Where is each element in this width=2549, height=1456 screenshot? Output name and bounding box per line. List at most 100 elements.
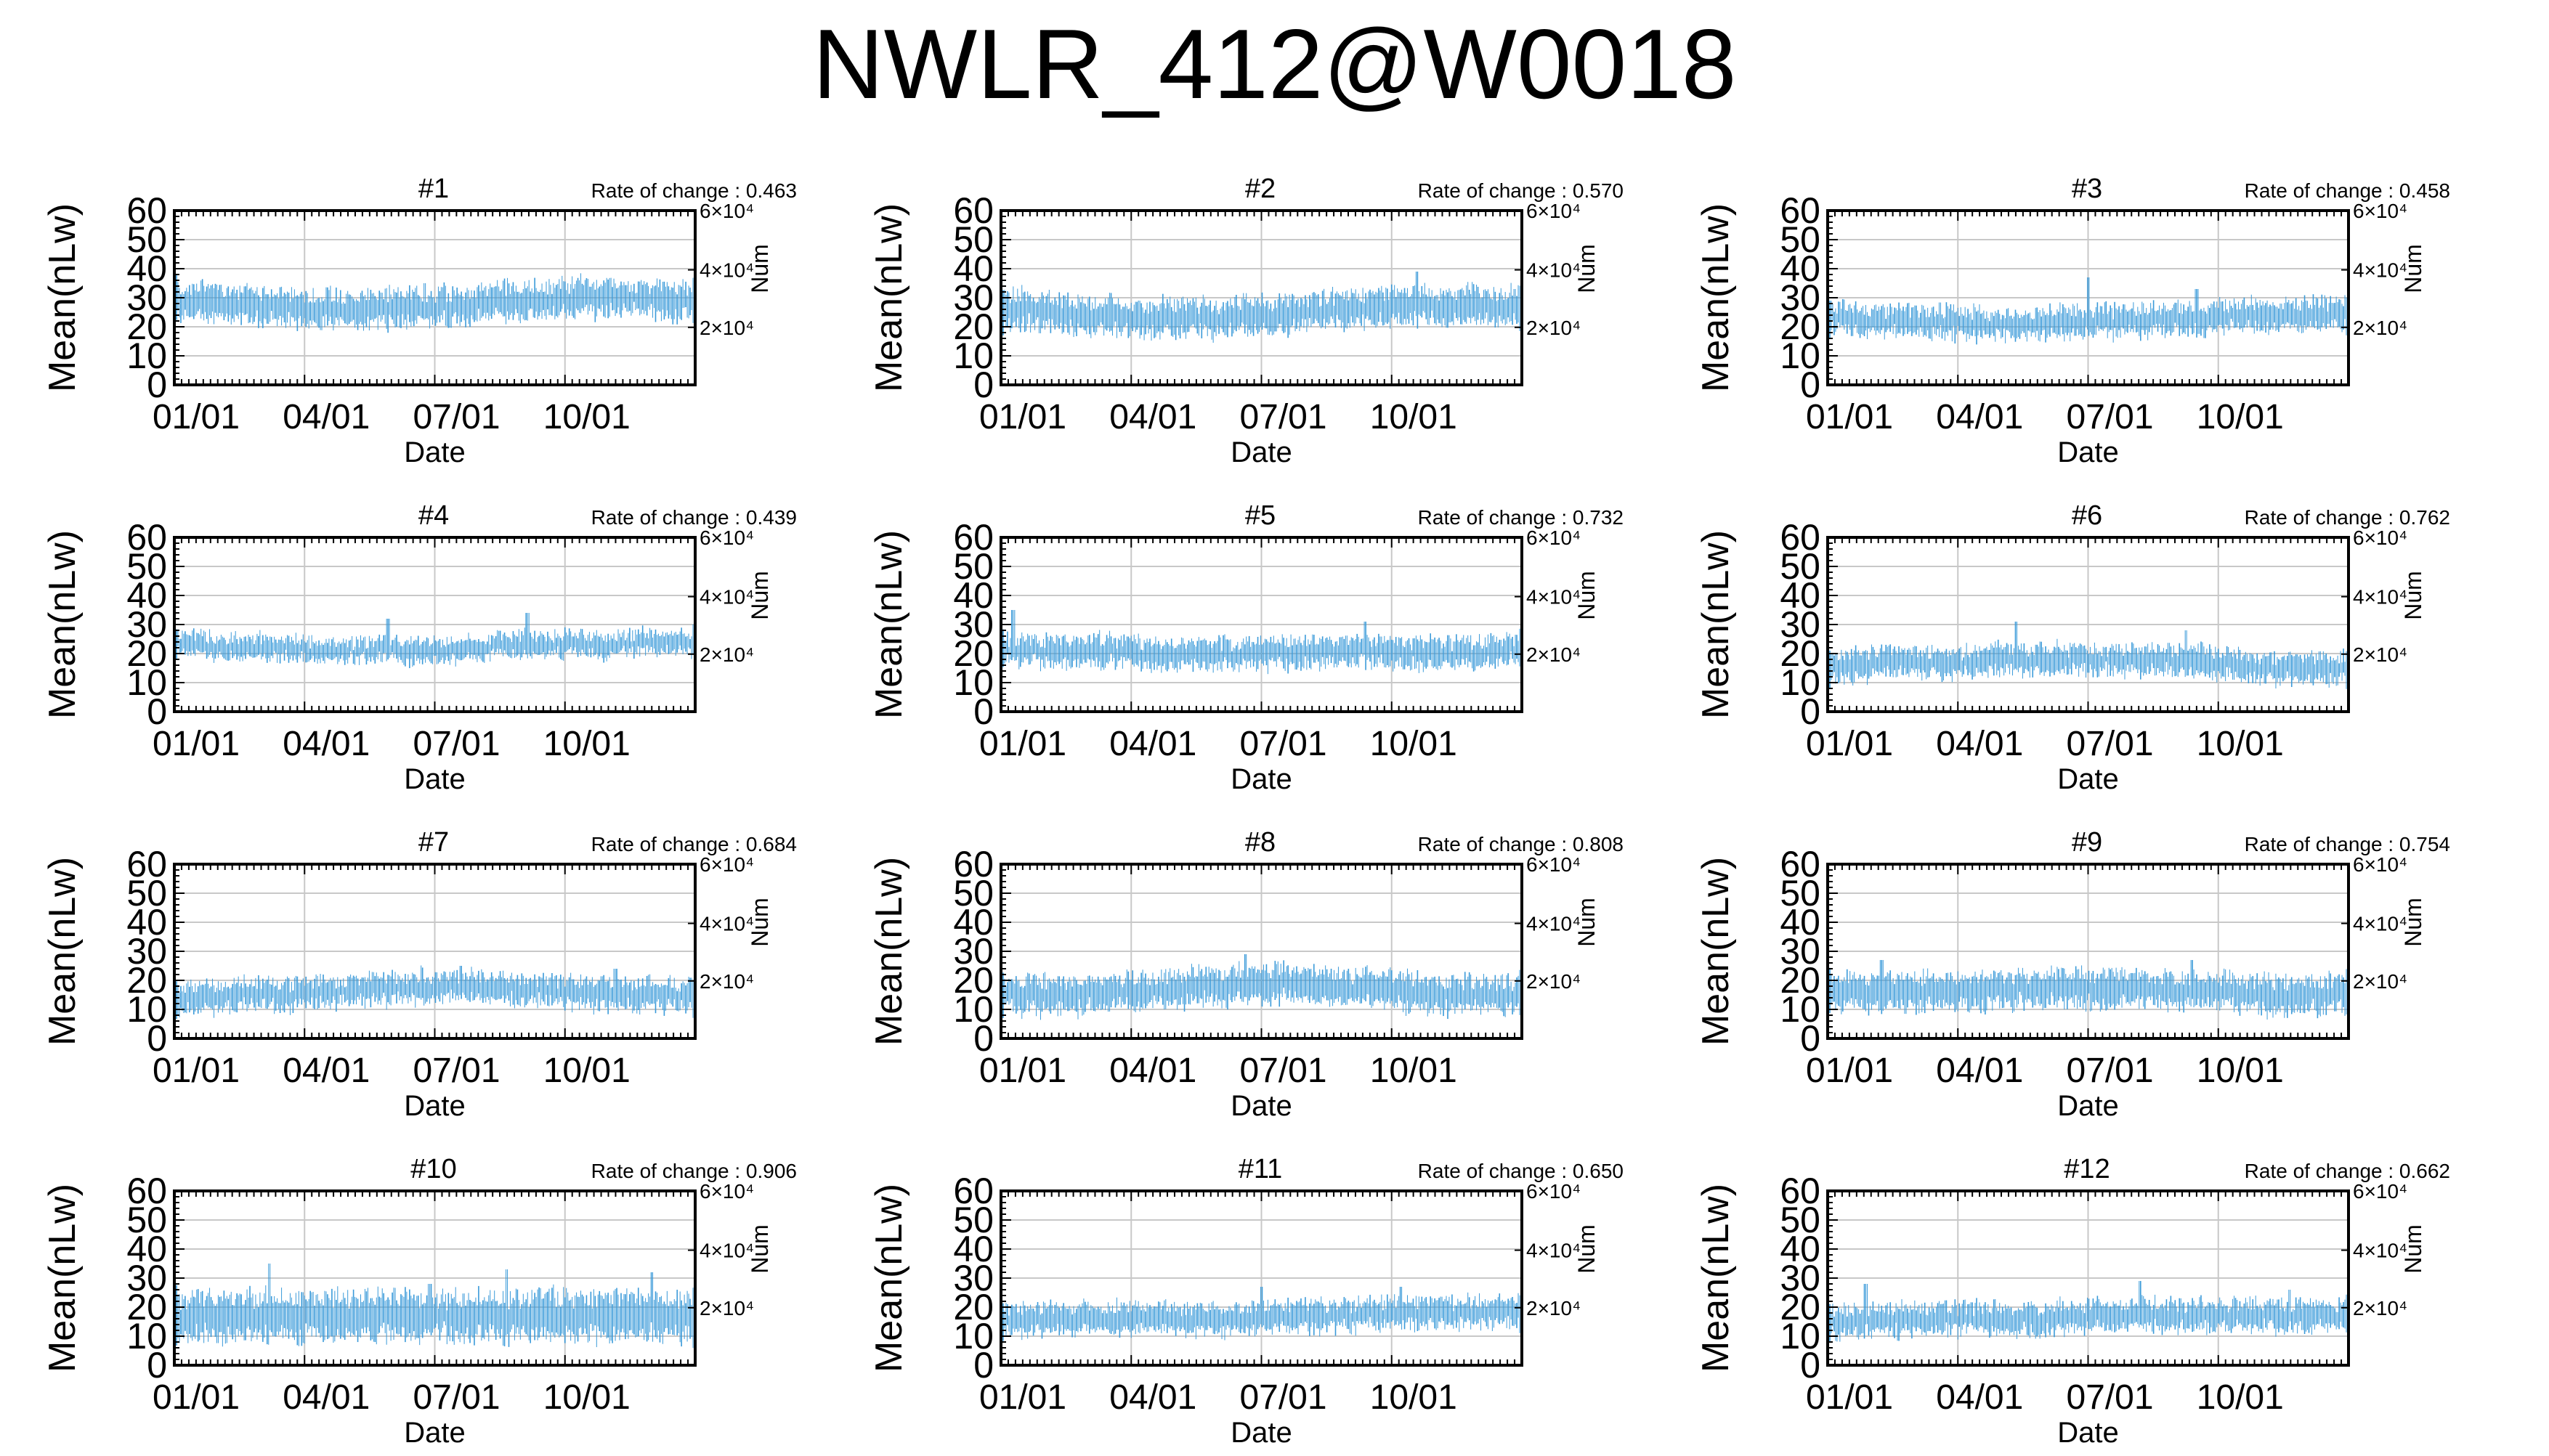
y2-tick-label: 2×10⁴ (700, 970, 754, 993)
y2-tick-label: 6×10⁴ (700, 200, 754, 222)
x-tick-label: 01/01 (979, 1052, 1066, 1090)
x-tick-label: 04/01 (1109, 725, 1196, 763)
y-axis-label: Mean(nLw) (41, 857, 84, 1046)
chart-title: #1 (418, 174, 449, 204)
y2-tick-label: 4×10⁴ (700, 586, 754, 609)
x-axis-label: Date (1231, 1090, 1292, 1122)
chart-title: #8 (1245, 827, 1276, 858)
x-tick-label: 04/01 (1936, 725, 2023, 763)
y2-tick-label: 6×10⁴ (700, 526, 754, 549)
y-axis-label: Mean(nLw) (868, 530, 910, 719)
y2-axis-label: Num (2400, 571, 2426, 620)
y2-tick-label: 2×10⁴ (700, 643, 754, 666)
rate-of-change-annotation: Rate of change : 0.463 (591, 179, 797, 202)
y2-tick-label: 4×10⁴ (1526, 586, 1581, 609)
chart-title: #3 (2072, 174, 2102, 204)
y2-axis-label: Num (1573, 244, 1600, 293)
x-tick-label: 10/01 (2197, 398, 2284, 436)
x-tick-label: 07/01 (1239, 725, 1326, 763)
y2-tick-label: 2×10⁴ (1526, 317, 1581, 339)
x-tick-label: 07/01 (413, 398, 500, 436)
y-axis-label: Mean(nLw) (868, 203, 910, 392)
x-tick-label: 10/01 (1370, 1052, 1457, 1090)
x-tick-label: 01/01 (153, 398, 240, 436)
y2-tick-label: 4×10⁴ (2353, 259, 2407, 282)
y-axis-label: Mean(nLw) (41, 530, 84, 719)
y-axis-label: Mean(nLw) (868, 857, 910, 1046)
y2-tick-label: 2×10⁴ (1526, 970, 1581, 993)
x-tick-label: 01/01 (153, 1052, 240, 1090)
rate-of-change-annotation: Rate of change : 0.762 (2245, 506, 2450, 529)
x-axis-label: Date (1231, 436, 1292, 468)
x-tick-label: 01/01 (153, 725, 240, 763)
x-axis-label: Date (404, 763, 466, 795)
chart-title: #5 (1245, 500, 1276, 531)
y-axis-label: Mean(nLw) (1695, 203, 1737, 392)
y2-axis-label: Num (747, 244, 773, 293)
y2-tick-label: 6×10⁴ (1526, 853, 1581, 876)
rate-of-change-annotation: Rate of change : 0.732 (1418, 506, 1624, 529)
x-tick-label: 04/01 (1109, 398, 1196, 436)
x-axis-label: Date (2057, 763, 2119, 795)
x-tick-label: 10/01 (543, 398, 631, 436)
y2-tick-label: 4×10⁴ (1526, 259, 1581, 282)
y-tick-label: 60 (126, 190, 167, 231)
y2-tick-label: 6×10⁴ (1526, 526, 1581, 549)
x-tick-label: 07/01 (2066, 725, 2153, 763)
y2-tick-label: 4×10⁴ (700, 259, 754, 282)
x-tick-label: 07/01 (413, 1052, 500, 1090)
chart-title: #2 (1245, 174, 1276, 204)
y-tick-label: 60 (1780, 190, 1820, 231)
x-tick-label: 04/01 (283, 725, 370, 763)
y2-axis-label: Num (1573, 571, 1600, 620)
rate-of-change-annotation: Rate of change : 0.458 (2245, 179, 2450, 202)
rate-of-change-annotation: Rate of change : 0.439 (591, 506, 797, 529)
rate-of-change-annotation: Rate of change : 0.684 (591, 833, 797, 855)
y-axis-label: Mean(nLw) (41, 203, 84, 392)
x-tick-label: 10/01 (1370, 398, 1457, 436)
x-tick-label: 07/01 (413, 725, 500, 763)
y2-tick-label: 2×10⁴ (2353, 317, 2407, 339)
y2-axis-label: Num (747, 898, 773, 947)
y2-axis-label: Num (1573, 898, 1600, 947)
x-tick-label: 10/01 (1370, 725, 1457, 763)
rate-of-change-annotation: Rate of change : 0.808 (1418, 833, 1624, 855)
y2-tick-label: 4×10⁴ (1526, 913, 1581, 935)
x-tick-label: 07/01 (2066, 398, 2153, 436)
x-tick-label: 07/01 (1239, 398, 1326, 436)
y-tick-label: 60 (1780, 517, 1820, 558)
y-tick-label: 60 (953, 517, 994, 558)
x-tick-label: 04/01 (283, 398, 370, 436)
chart-title: #6 (2072, 500, 2102, 531)
y-tick-label: 60 (126, 517, 167, 558)
y-tick-label: 60 (953, 190, 994, 231)
rate-of-change-annotation: Rate of change : 0.570 (1418, 179, 1624, 202)
y2-tick-label: 2×10⁴ (1526, 643, 1581, 666)
x-tick-label: 04/01 (283, 1052, 370, 1090)
y2-tick-label: 2×10⁴ (700, 317, 754, 339)
x-tick-label: 01/01 (979, 725, 1066, 763)
chart-title: #4 (418, 500, 449, 531)
y2-tick-label: 4×10⁴ (700, 913, 754, 935)
y2-tick-label: 6×10⁴ (1526, 200, 1581, 222)
y2-axis-label: Num (2400, 244, 2426, 293)
chart-title: #7 (418, 827, 449, 858)
y2-axis-label: Num (747, 571, 773, 620)
x-axis-label: Date (404, 436, 466, 468)
y2-tick-label: 6×10⁴ (2353, 526, 2407, 549)
y2-tick-label: 4×10⁴ (2353, 586, 2407, 609)
x-tick-label: 04/01 (1109, 1052, 1196, 1090)
x-tick-label: 04/01 (1936, 398, 2023, 436)
y2-tick-label: 6×10⁴ (2353, 200, 2407, 222)
